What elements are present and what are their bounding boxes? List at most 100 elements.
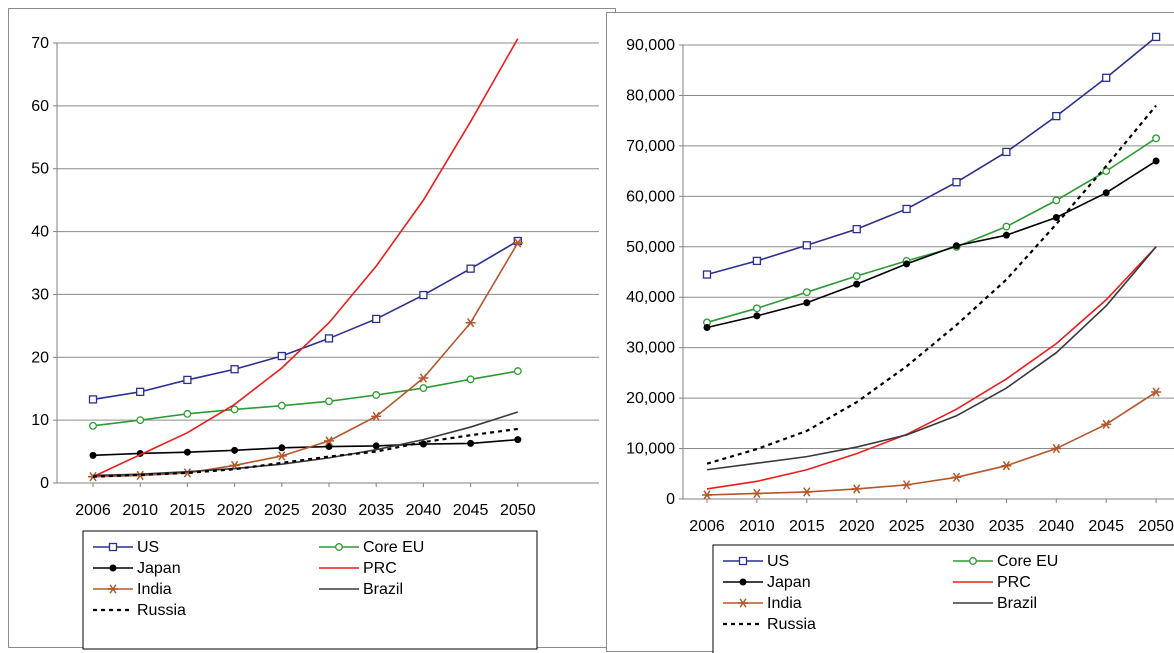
right-series-line-russia — [706, 104, 1157, 465]
right-data-point-japan — [1052, 214, 1060, 222]
left-data-point-japan — [372, 442, 380, 450]
left-y-tick-label: 10 — [31, 412, 49, 429]
right-legend-marker — [738, 598, 748, 608]
right-legend-marker — [738, 556, 748, 566]
right-data-point-india — [851, 484, 862, 494]
left-data-point-us — [183, 375, 192, 385]
left-legend-item-us: US — [93, 539, 159, 556]
right-y-tick-label: 30,000 — [626, 340, 675, 357]
left-x-tick-label: 2010 — [122, 502, 158, 519]
left-y-tick-label: 50 — [31, 161, 49, 178]
right-data-point-india — [1101, 419, 1112, 430]
left-data-point-core-eu — [372, 391, 381, 399]
left-data-point-japan — [278, 444, 286, 452]
right-series-prc — [706, 246, 1157, 490]
left-legend-item-brazil: Brazil — [319, 581, 403, 598]
left-series-brazil — [92, 411, 519, 477]
right-data-point-us — [1102, 73, 1111, 82]
left-series-india — [88, 238, 523, 482]
right-legend-label: Russia — [767, 616, 816, 633]
right-legend-marker — [739, 578, 747, 586]
right-x-tick-label: 2006 — [689, 518, 725, 535]
left-x-tick-label: 2020 — [217, 502, 253, 519]
left-legend-label: Russia — [137, 602, 186, 619]
right-data-point-japan — [803, 299, 811, 307]
right-data-point-india — [1051, 443, 1062, 454]
right-data-point-india — [1151, 387, 1162, 397]
right-data-point-japan — [1152, 157, 1160, 165]
left-y-tick-label: 20 — [31, 349, 49, 366]
left-series-japan — [89, 436, 522, 459]
left-data-point-india — [276, 451, 287, 461]
right-data-point-us — [802, 241, 811, 250]
right-data-point-core-eu — [852, 272, 861, 280]
right-y-tick-label: 0 — [666, 491, 675, 508]
left-y-tick-label: 30 — [31, 286, 49, 303]
right-legend-item-core-eu: Core EU — [953, 553, 1058, 570]
right-series-us — [702, 32, 1161, 279]
left-legend-box — [82, 530, 538, 650]
left-data-point-us — [230, 365, 239, 374]
right-series-line-japan — [706, 160, 1157, 329]
right-y-tick-label: 60,000 — [626, 188, 675, 205]
right-data-point-us — [852, 224, 861, 234]
left-legend: US Core EU Japan PRC India Brazil Russia — [82, 530, 538, 650]
right-data-point-core-eu — [1152, 134, 1161, 143]
right-data-point-us — [902, 204, 911, 214]
left-data-point-japan — [231, 446, 239, 454]
left-series-core-eu — [89, 367, 522, 430]
right-y-tick-label: 40,000 — [626, 289, 675, 306]
line-chart-right: 0 10,000 20,000 30,000 40,000 50,000 60,000 70,… — [626, 32, 1174, 653]
left-x-tick-label: 2050 — [500, 502, 536, 519]
left-legend-marker — [108, 584, 118, 594]
left-series-us — [88, 236, 522, 404]
left-legend-label: India — [137, 581, 172, 598]
left-series-prc — [92, 38, 519, 478]
chart-panel-left: 0 10 20 30 40 50 60 70 2006 2010 2015 2020 2025 2030 2… — [8, 8, 616, 650]
left-data-point-core-eu — [89, 421, 97, 430]
left-data-point-japan — [514, 436, 522, 444]
right-data-point-core-eu — [1052, 196, 1061, 205]
right-x-tick-label: 2045 — [1088, 518, 1124, 535]
right-x-tick-label: 2050 — [1138, 518, 1174, 535]
right-data-point-india — [1001, 461, 1012, 471]
right-data-point-core-eu — [752, 304, 761, 313]
right-legend-box — [712, 544, 1174, 653]
right-data-point-us — [1052, 111, 1061, 121]
right-data-point-japan — [753, 312, 761, 320]
right-data-point-india — [702, 490, 712, 500]
left-legend-item-japan: Japan — [93, 560, 181, 577]
right-legend-label: PRC — [997, 574, 1031, 591]
left-data-point-india — [418, 373, 429, 383]
left-data-point-core-eu — [183, 409, 192, 418]
right-data-point-india — [951, 472, 962, 482]
left-data-point-us — [419, 290, 428, 300]
right-data-point-india — [751, 488, 762, 499]
left-x-tick-label: 2006 — [75, 502, 111, 519]
right-data-point-us — [952, 178, 961, 187]
left-x-tick-label: 2045 — [453, 502, 489, 519]
left-legend-label: US — [137, 539, 159, 556]
left-series-line-brazil — [92, 411, 519, 477]
left-x-tick-label: 2035 — [358, 502, 394, 519]
right-data-point-japan — [703, 323, 711, 331]
left-legend-label: Core EU — [363, 539, 424, 556]
right-legend-item-russia: Russia — [723, 616, 816, 633]
right-legend-item-us: US — [723, 553, 789, 570]
right-x-tick-label: 2020 — [839, 518, 875, 535]
right-legend-marker — [969, 557, 977, 565]
left-data-point-us — [136, 387, 145, 397]
left-data-point-core-eu — [277, 401, 286, 410]
right-series-line-core-eu — [706, 137, 1157, 324]
left-data-point-us — [277, 351, 286, 361]
left-data-point-us — [372, 314, 381, 324]
left-series-line-prc — [92, 38, 519, 478]
right-data-point-us — [1151, 32, 1161, 42]
left-data-point-india — [371, 411, 382, 422]
right-gridlines — [683, 44, 1174, 450]
right-data-point-japan — [903, 260, 911, 268]
left-y-tick-label: 70 — [31, 35, 49, 52]
right-data-point-core-eu — [1102, 167, 1111, 176]
left-x-tick-label: 2015 — [170, 502, 206, 519]
